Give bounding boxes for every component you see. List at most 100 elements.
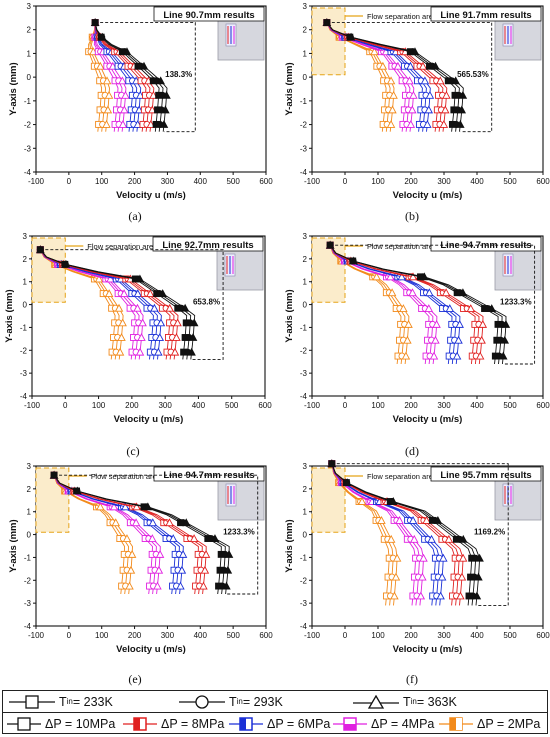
title-box-frame — [153, 466, 265, 482]
x-tick-label: 200 — [128, 631, 142, 640]
data-point — [158, 289, 167, 298]
series-line — [94, 22, 164, 132]
title-box-frame — [430, 466, 542, 482]
data-point — [409, 90, 418, 99]
data-point — [117, 333, 126, 341]
data-point — [458, 288, 468, 297]
data-point — [133, 303, 142, 312]
data-point — [148, 105, 157, 114]
title-box-frame — [153, 6, 265, 22]
title-box: Line 94.7mm results — [430, 236, 542, 252]
y-axis-label: Y-axis (mm) — [284, 62, 295, 115]
x-tick-label: 0 — [343, 401, 348, 410]
x-tick-label: -100 — [28, 631, 45, 640]
series-line — [94, 22, 138, 132]
data-point — [386, 119, 396, 128]
series-line — [329, 244, 507, 365]
x-tick-label: 500 — [503, 631, 517, 640]
x-tick-label: 100 — [371, 631, 385, 640]
data-point — [127, 549, 137, 558]
y-tick-label: 1 — [303, 508, 308, 517]
series-line — [89, 22, 106, 132]
y-tick-label: 2 — [303, 485, 308, 494]
series-line — [326, 22, 464, 132]
data-point — [134, 105, 144, 114]
data-point — [475, 351, 485, 360]
series-line — [39, 249, 124, 360]
x-tick-label: -100 — [304, 631, 321, 640]
data-point — [370, 47, 379, 56]
data-point — [408, 288, 417, 297]
data-point — [474, 572, 483, 581]
data-point — [397, 272, 406, 281]
data-point — [392, 553, 402, 562]
annotation-text: 1169.2% — [474, 528, 505, 537]
data-point — [423, 119, 432, 128]
title-box-text: Line 95.7mm results — [440, 470, 531, 481]
x-tick-label: 0 — [67, 631, 72, 640]
data-point — [425, 288, 434, 297]
data-point — [223, 565, 233, 574]
data-point — [454, 335, 463, 344]
data-point — [154, 565, 164, 574]
data-point — [408, 515, 418, 524]
x-tick-label: 100 — [371, 401, 385, 410]
data-point — [425, 90, 435, 99]
data-point — [153, 581, 162, 590]
y-tick-label: -3 — [20, 369, 28, 378]
data-point — [176, 581, 185, 590]
x-tick-label: 500 — [226, 631, 240, 640]
y-tick-label: -3 — [300, 599, 308, 608]
data-point — [455, 319, 464, 328]
data-point — [436, 591, 445, 600]
x-tick-label: 400 — [194, 631, 208, 640]
y-tick-label: -4 — [20, 392, 28, 401]
data-point — [146, 119, 156, 128]
data-point — [452, 351, 462, 360]
series-line — [53, 474, 184, 595]
data-point — [210, 534, 220, 542]
y-tick-label: 2 — [303, 26, 308, 35]
data-point — [393, 61, 403, 70]
panel-label: (e) — [128, 672, 141, 686]
title-box: Line 90.7mm results — [153, 6, 265, 22]
data-point — [424, 105, 434, 114]
data-point — [475, 553, 484, 562]
series-line — [331, 463, 424, 606]
data-point — [357, 497, 367, 505]
data-point — [372, 272, 381, 281]
data-point — [342, 478, 352, 487]
data-point — [451, 76, 460, 85]
y-tick-label: -2 — [24, 121, 32, 130]
annotation-bracket — [95, 22, 196, 133]
data-point — [201, 549, 211, 558]
flow-separation-box — [311, 7, 346, 76]
series-line — [94, 22, 168, 132]
x-tick-label: 200 — [404, 401, 418, 410]
annotation-bracket — [326, 22, 493, 133]
data-point — [102, 76, 112, 85]
y-tick-label: -4 — [24, 622, 32, 631]
x-tick-label: 400 — [192, 401, 206, 410]
x-tick-label: 600 — [258, 401, 272, 410]
y-tick-label: 3 — [23, 232, 28, 241]
series-line — [53, 474, 161, 595]
data-point — [154, 347, 163, 356]
data-point — [386, 534, 396, 543]
data-point — [103, 105, 113, 114]
y-tick-label: 3 — [303, 462, 308, 471]
data-point — [121, 502, 130, 511]
data-point — [181, 518, 191, 527]
y-tick-label: -1 — [300, 97, 308, 106]
data-point — [429, 351, 439, 360]
x-tick-label: 100 — [95, 631, 109, 640]
x-tick-label: -100 — [304, 401, 321, 410]
data-point — [439, 119, 449, 128]
series-line — [326, 22, 431, 132]
x-tick-label: 0 — [63, 401, 68, 410]
x-tick-label: -100 — [304, 177, 321, 186]
data-point — [187, 347, 196, 356]
flow-separation-label: Flow separation area — [91, 472, 162, 481]
title-box-text: Line 92.7mm results — [162, 240, 253, 251]
